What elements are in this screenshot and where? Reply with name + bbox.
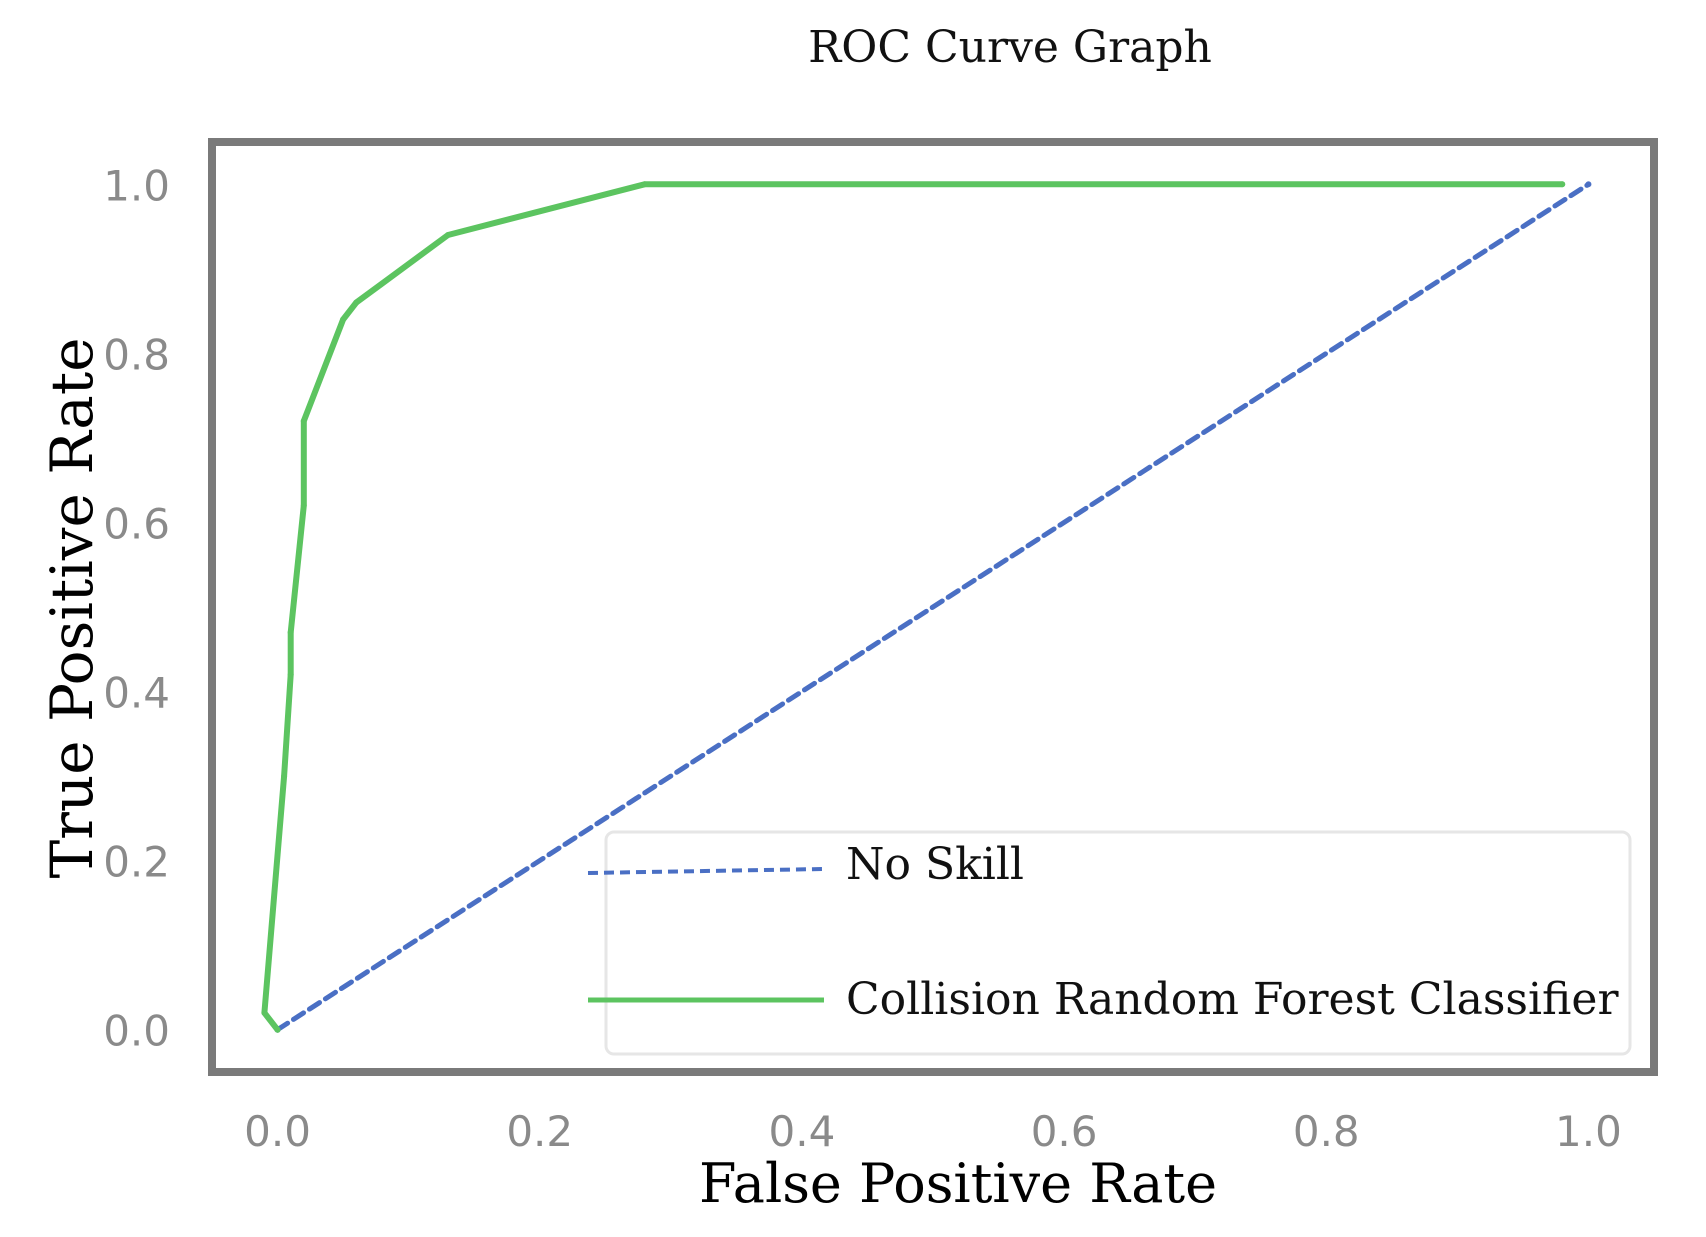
random-forest-point xyxy=(1559,181,1566,188)
x-tick-label: 0.0 xyxy=(244,1107,311,1156)
x-tick-label: 0.6 xyxy=(1031,1107,1098,1156)
legend-box xyxy=(604,830,1632,1056)
random-forest-point xyxy=(340,316,347,323)
x-axis-label: False Positive Rate xyxy=(699,1152,1217,1215)
no-skill-point xyxy=(1585,181,1592,188)
random-forest-point xyxy=(261,1009,268,1016)
x-tick-label: 0.2 xyxy=(506,1107,573,1156)
random-forest-point xyxy=(641,181,648,188)
chart-title: ROC Curve Graph xyxy=(808,22,1212,73)
random-forest-point xyxy=(274,1026,281,1033)
random-forest-point xyxy=(353,299,360,306)
x-tick-label: 0.4 xyxy=(769,1107,836,1156)
random-forest-point xyxy=(444,232,451,238)
x-tick-label: 1.0 xyxy=(1555,1107,1622,1156)
random-forest-point xyxy=(300,418,307,424)
y-tick-label: 1.0 xyxy=(103,161,170,210)
random-forest-point xyxy=(281,773,288,780)
random-forest-point xyxy=(287,629,294,636)
random-forest-roc-line xyxy=(261,181,1566,1033)
y-tick-label: 0.6 xyxy=(103,499,170,548)
x-tick-label: 0.8 xyxy=(1293,1107,1360,1156)
y-tick-label: 0.2 xyxy=(103,838,170,887)
y-axis-label: True Positive Rate xyxy=(38,337,106,878)
legend-label-no-skill: No Skill xyxy=(846,839,1024,890)
legend-label-random-forest: Collision Random Forest Classifier xyxy=(846,974,1619,1025)
legend: No Skill Collision Random Forest Classif… xyxy=(587,830,1632,1056)
x-axis-ticks: 0.0 0.2 0.4 0.6 0.8 1.0 xyxy=(244,1107,1622,1156)
legend-swatch-no-skill xyxy=(587,867,825,875)
no-skill-line xyxy=(275,181,1591,1033)
y-tick-label: 0.8 xyxy=(103,330,170,379)
y-tick-label: 0.4 xyxy=(103,669,170,718)
random-forest-point xyxy=(287,671,294,678)
series-layer xyxy=(261,181,1592,1033)
random-forest-point xyxy=(300,502,307,509)
y-axis-ticks: 0.0 0.2 0.4 0.6 0.8 1.0 xyxy=(103,161,170,1055)
y-tick-label: 0.0 xyxy=(103,1007,170,1056)
